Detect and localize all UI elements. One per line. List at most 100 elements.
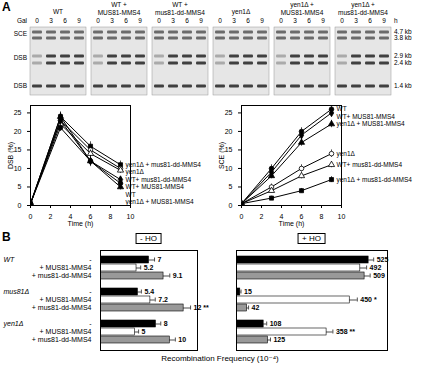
svg-text:7: 7 [158, 256, 162, 263]
svg-text:0: 0 [240, 213, 244, 220]
svg-text:Gal: Gal [17, 17, 28, 24]
svg-text:yen1Δ + MUS81-MMS4: yen1Δ + MUS81-MMS4 [126, 198, 194, 206]
svg-text:15: 15 [14, 146, 22, 153]
svg-text:525: 525 [377, 256, 389, 263]
svg-text:12 **: 12 ** [194, 304, 209, 311]
svg-text:mus81-dd-MMS4: mus81-dd-MMS4 [338, 9, 388, 16]
svg-text:yen1Δ + mus81-dd-MMS4: yen1Δ + mus81-dd-MMS4 [337, 176, 413, 184]
svg-text:SCE: SCE [14, 30, 28, 37]
svg-text:yen1Δ: yen1Δ [232, 8, 251, 16]
svg-text:492: 492 [370, 264, 382, 271]
svg-text:10: 10 [127, 213, 135, 220]
svg-text:5: 5 [229, 183, 233, 190]
svg-text:509: 509 [373, 272, 385, 279]
svg-text:42: 42 [252, 304, 260, 311]
svg-text:WT +: WT + [111, 1, 127, 8]
svg-text:0: 0 [35, 17, 39, 24]
svg-text:2: 2 [49, 213, 53, 220]
svg-text:5.4: 5.4 [144, 288, 154, 295]
svg-text:DSB (%): DSB (%) [7, 142, 15, 169]
svg-text:0: 0 [279, 17, 283, 24]
svg-text:9.1: 9.1 [173, 272, 183, 279]
svg-text:0: 0 [218, 17, 222, 24]
svg-text:1.4 kb: 1.4 kb [394, 82, 412, 89]
svg-text:15: 15 [225, 146, 233, 153]
svg-text:WT +: WT + [172, 1, 188, 8]
svg-text:7.2: 7.2 [158, 296, 168, 303]
svg-text:6: 6 [63, 17, 67, 24]
svg-text:mus81Δ: mus81Δ [4, 288, 30, 295]
svg-text:+ mus81-dd-MMS4: + mus81-dd-MMS4 [32, 304, 92, 311]
svg-text:3: 3 [354, 17, 358, 24]
svg-text:25: 25 [225, 109, 233, 116]
svg-text:5.2: 5.2 [144, 264, 154, 271]
svg-text:6: 6 [368, 17, 372, 24]
svg-text:MUS81-MMS4: MUS81-MMS4 [281, 9, 324, 16]
svg-text:8: 8 [109, 213, 113, 220]
svg-text:25: 25 [14, 109, 22, 116]
svg-text:450 *: 450 * [360, 296, 377, 303]
svg-text:WT+ MUS81-MMS4: WT+ MUS81-MMS4 [126, 183, 185, 190]
svg-text:WT: WT [4, 256, 16, 263]
svg-text:15: 15 [244, 288, 252, 295]
svg-text:10: 10 [14, 165, 22, 172]
svg-text:-: - [89, 288, 92, 295]
svg-text:+ mus81-dd-MMS4: + mus81-dd-MMS4 [32, 272, 92, 279]
svg-text:9: 9 [199, 17, 203, 24]
svg-text:DSB: DSB [14, 54, 27, 61]
svg-text:2: 2 [260, 213, 264, 220]
svg-text:0: 0 [18, 202, 22, 209]
svg-text:+ MUS81-MMS4: + MUS81-MMS4 [40, 296, 92, 303]
svg-text:0: 0 [157, 17, 161, 24]
svg-text:9: 9 [77, 17, 81, 24]
svg-text:WT+ mus81-dd-MMS4: WT+ mus81-dd-MMS4 [337, 161, 403, 168]
svg-text:-: - [89, 320, 92, 327]
svg-text:Time (h): Time (h) [279, 220, 305, 228]
svg-text:yen1Δ: yen1Δ [3, 320, 24, 328]
svg-text:3: 3 [110, 17, 114, 24]
svg-text:WT: WT [53, 8, 63, 15]
svg-text:5: 5 [18, 183, 22, 190]
svg-text:SCE (%): SCE (%) [218, 142, 226, 169]
svg-text:10: 10 [178, 336, 186, 343]
svg-text:WT: WT [126, 191, 136, 198]
svg-text:9: 9 [321, 17, 325, 24]
svg-text:3: 3 [49, 17, 53, 24]
svg-text:+ MUS81-MMS4: + MUS81-MMS4 [40, 328, 92, 335]
svg-text:WT+ MUS81-MMS4: WT+ MUS81-MMS4 [337, 113, 396, 120]
svg-text:8: 8 [320, 213, 324, 220]
svg-text:+ MUS81-MMS4: + MUS81-MMS4 [40, 264, 92, 271]
svg-text:6: 6 [246, 17, 250, 24]
svg-text:10: 10 [225, 165, 233, 172]
svg-text:9: 9 [382, 17, 386, 24]
svg-text:yen1Δ: yen1Δ [337, 150, 356, 158]
svg-text:WT+ mus81-dd-MMS4: WT+ mus81-dd-MMS4 [126, 176, 192, 183]
svg-text:3: 3 [232, 17, 236, 24]
svg-text:8: 8 [164, 320, 168, 327]
svg-text:6: 6 [124, 17, 128, 24]
svg-text:0: 0 [29, 213, 33, 220]
svg-text:-: - [89, 256, 92, 263]
svg-text:3: 3 [293, 17, 297, 24]
svg-text:3.8 kb: 3.8 kb [394, 34, 412, 41]
svg-text:9: 9 [260, 17, 264, 24]
svg-text:2.9 kb: 2.9 kb [394, 52, 412, 59]
svg-text:6: 6 [307, 17, 311, 24]
svg-text:WT: WT [337, 105, 347, 112]
svg-text:+ mus81-dd-MMS4: + mus81-dd-MMS4 [32, 336, 92, 343]
svg-text:358 **: 358 ** [336, 328, 355, 335]
svg-text:h: h [394, 17, 398, 24]
svg-text:108: 108 [270, 320, 282, 327]
svg-text:2.4 kb: 2.4 kb [394, 59, 412, 66]
svg-text:20: 20 [14, 128, 22, 135]
svg-text:Time (h): Time (h) [68, 220, 94, 228]
svg-text:6: 6 [185, 17, 189, 24]
svg-text:10: 10 [338, 213, 346, 220]
svg-text:9: 9 [138, 17, 142, 24]
svg-text:0: 0 [340, 17, 344, 24]
svg-text:MUS81-MMS4: MUS81-MMS4 [98, 9, 141, 16]
svg-text:125: 125 [273, 336, 285, 343]
svg-text:0: 0 [96, 17, 100, 24]
svg-text:DSB: DSB [14, 82, 27, 89]
svg-text:yen1Δ + MUS81-MMS4: yen1Δ + MUS81-MMS4 [337, 120, 405, 128]
